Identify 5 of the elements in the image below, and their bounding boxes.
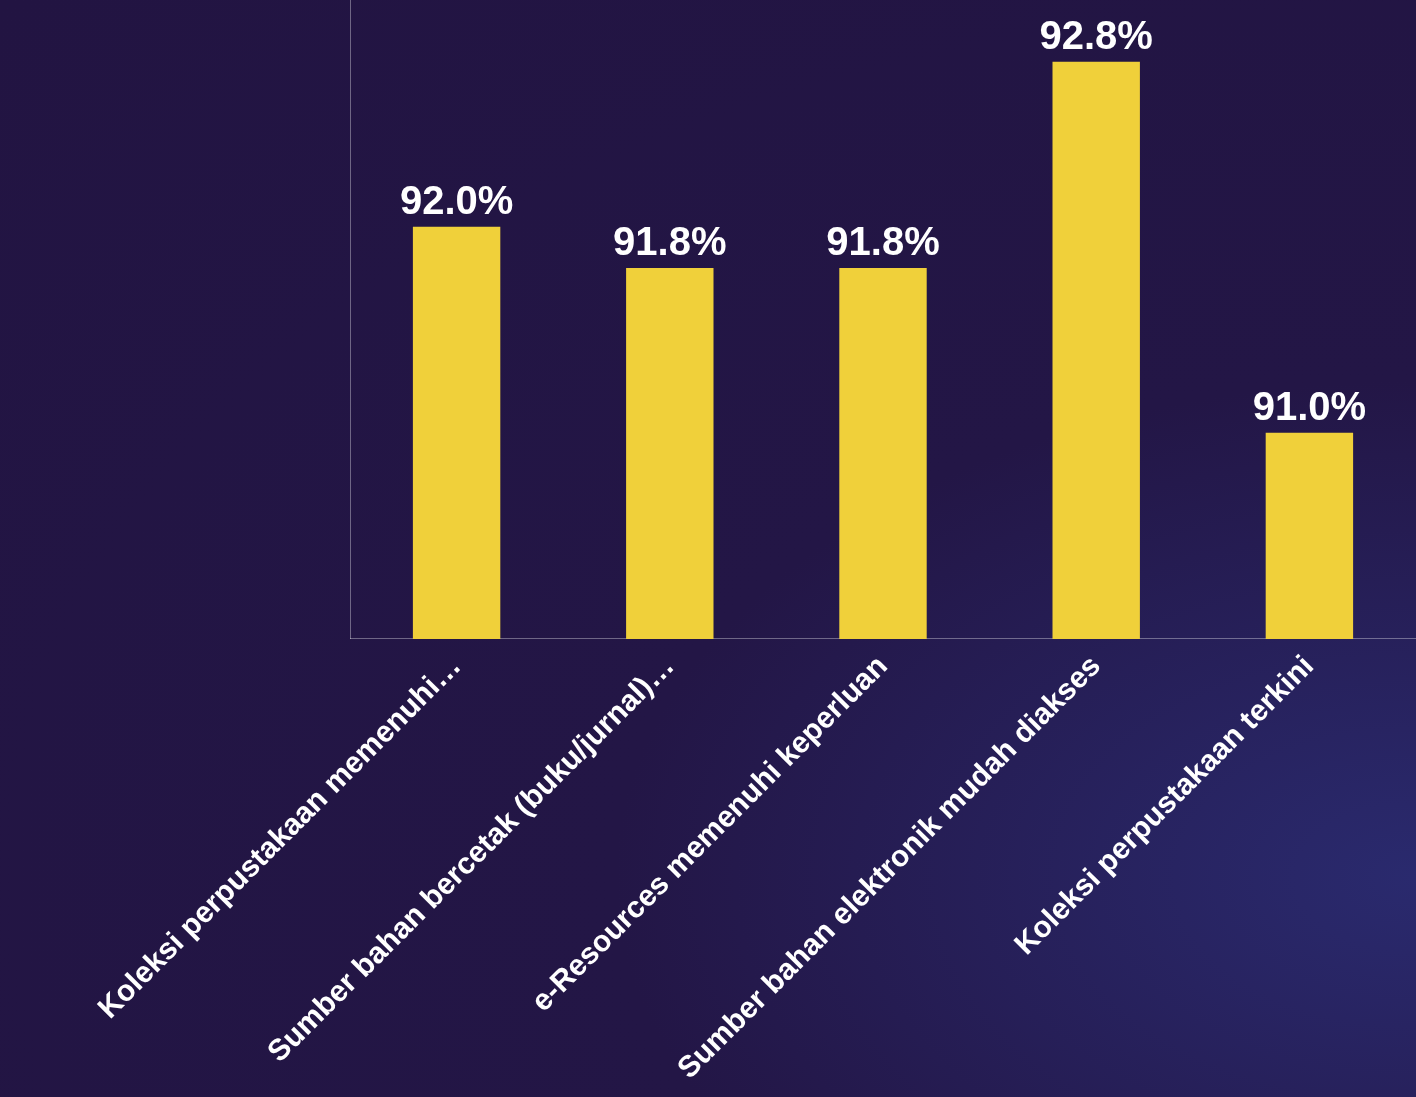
data-label: 91.8% <box>826 218 940 263</box>
data-label: 92.8% <box>1039 12 1153 57</box>
data-label: 91.8% <box>613 218 727 263</box>
data-label: 92.0% <box>399 177 514 222</box>
data-label: 91.0% <box>1252 383 1367 428</box>
